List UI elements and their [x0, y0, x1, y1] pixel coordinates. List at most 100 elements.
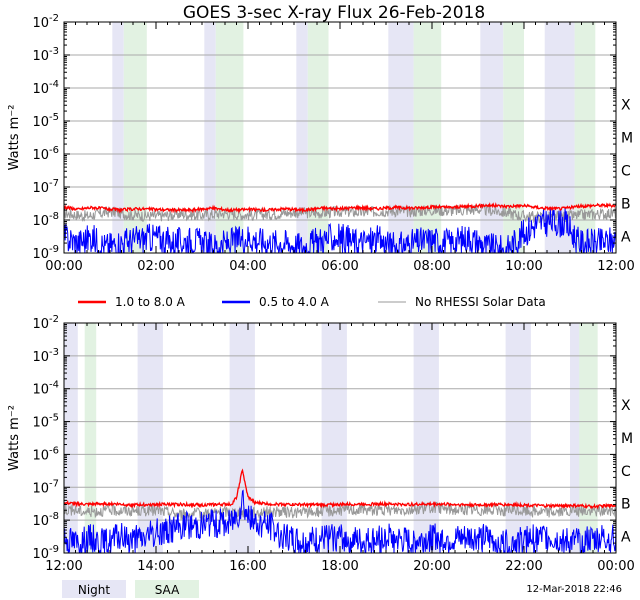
saa-band — [84, 323, 97, 553]
saa-band — [503, 22, 524, 253]
y-tick-base: 10 — [32, 148, 49, 163]
night-band — [505, 323, 531, 553]
y-tick-label: 10-3 — [32, 46, 59, 64]
flare-class-label: B — [621, 497, 631, 513]
x-tick-label: 10:00 — [505, 259, 542, 274]
y-axis-label: Watts m⁻² — [7, 405, 22, 471]
y-tick-exponent: -7 — [49, 178, 59, 189]
y-tick-label: 10-4 — [32, 79, 59, 97]
y-tick-base: 10 — [32, 16, 49, 31]
shade-legend-saa: SAA — [135, 580, 199, 598]
legend-label: 1.0 to 8.0 A — [115, 295, 186, 309]
y-tick-label: 10-2 — [32, 13, 59, 31]
flare-class-label: M — [621, 431, 633, 447]
night-band — [112, 22, 124, 253]
long-channel-series — [64, 202, 616, 214]
saa-band — [574, 22, 596, 253]
y-tick-base: 10 — [32, 214, 49, 229]
y-tick-exponent: -2 — [49, 13, 59, 24]
y-tick-label: 10-8 — [32, 211, 59, 229]
y-tick-label: 10-4 — [32, 380, 59, 398]
y-tick-exponent: -8 — [49, 511, 59, 522]
y-tick-exponent: -3 — [49, 46, 59, 57]
x-tick-label: 22:00 — [505, 559, 542, 574]
plot-panels: 10-210-310-410-510-610-710-810-9XMCBAWat… — [7, 13, 635, 574]
x-tick-label: 02:00 — [137, 259, 174, 274]
y-tick-label: 10-9 — [32, 544, 59, 562]
shade-swatch — [135, 580, 199, 598]
y-tick-label: 10-2 — [32, 314, 59, 332]
shade-swatch — [62, 580, 126, 598]
panel-2: 10-210-310-410-510-610-710-810-9XMCBAWat… — [7, 314, 635, 574]
y-axis-label: Watts m⁻² — [7, 105, 22, 171]
flare-class-label: X — [621, 398, 631, 414]
flare-class-label: A — [621, 230, 631, 246]
y-tick-base: 10 — [32, 115, 49, 130]
flare-class-label: B — [621, 197, 631, 213]
x-tick-label: 16:00 — [229, 559, 266, 574]
x-tick-label: 00:00 — [45, 259, 82, 274]
x-tick-label: 06:00 — [321, 259, 358, 274]
x-tick-label: 18:00 — [321, 559, 358, 574]
y-tick-exponent: -3 — [49, 347, 59, 358]
saa-band — [123, 22, 147, 253]
night-band — [204, 22, 216, 253]
chart-legend: 1.0 to 8.0 A 0.5 to 4.0 A No RHESSI Solar … — [78, 295, 546, 309]
legend-label: No RHESSI Solar Data — [415, 295, 546, 309]
legend-item-short: 0.5 to 4.0 A — [222, 295, 330, 309]
y-tick-exponent: -8 — [49, 211, 59, 222]
legend-item-none: No RHESSI Solar Data — [378, 295, 546, 309]
saa-band — [413, 22, 442, 253]
night-band — [480, 22, 504, 253]
night-band — [388, 22, 414, 253]
long-channel-series — [64, 468, 616, 510]
flare-class-label: M — [621, 131, 633, 147]
flare-class-label: X — [621, 98, 631, 114]
y-tick-exponent: -5 — [49, 112, 59, 123]
footer-timestamp: 12-Mar-2018 22:46 — [526, 584, 622, 595]
y-tick-label: 10-7 — [32, 178, 59, 196]
saa-band — [215, 22, 244, 253]
x-tick-label: 12:00 — [597, 259, 634, 274]
flare-class-label: A — [621, 530, 631, 546]
x-tick-label: 12:00 — [45, 559, 82, 574]
saa-band — [307, 22, 329, 253]
y-tick-exponent: -5 — [49, 413, 59, 424]
flare-class-label: C — [621, 464, 631, 480]
y-tick-label: 10-8 — [32, 511, 59, 529]
y-tick-exponent: -6 — [49, 145, 59, 156]
flare-class-label: C — [621, 164, 631, 180]
y-tick-label: 10-5 — [32, 112, 59, 130]
shade-label: Night — [78, 583, 111, 597]
x-tick-label: 20:00 — [413, 559, 450, 574]
shade-label: SAA — [155, 583, 180, 597]
y-tick-exponent: -6 — [49, 445, 59, 456]
y-tick-base: 10 — [32, 448, 49, 463]
x-tick-label: 08:00 — [413, 259, 450, 274]
shading-legend: Night SAA — [62, 580, 199, 598]
night-band — [64, 323, 78, 553]
x-tick-label: 04:00 — [229, 259, 266, 274]
y-tick-exponent: -4 — [49, 380, 59, 391]
y-tick-base: 10 — [32, 82, 49, 97]
y-tick-label: 10-6 — [32, 445, 59, 463]
x-tick-label: 00:00 — [597, 559, 634, 574]
y-tick-label: 10-7 — [32, 478, 59, 496]
y-tick-label: 10-5 — [32, 413, 59, 431]
y-tick-label: 10-6 — [32, 145, 59, 163]
short-channel-series — [64, 489, 616, 553]
no-rhessi-data-series — [64, 202, 616, 224]
night-band — [137, 323, 163, 553]
y-tick-base: 10 — [32, 317, 49, 332]
shade-legend-night: Night — [62, 580, 126, 598]
y-tick-exponent: -4 — [49, 79, 59, 90]
y-tick-base: 10 — [32, 49, 49, 64]
night-band — [296, 22, 308, 253]
y-tick-base: 10 — [32, 547, 49, 562]
x-tick-label: 14:00 — [137, 559, 174, 574]
y-tick-exponent: -7 — [49, 478, 59, 489]
y-tick-base: 10 — [32, 514, 49, 529]
y-tick-base: 10 — [32, 481, 49, 496]
y-tick-label: 10-9 — [32, 244, 59, 262]
